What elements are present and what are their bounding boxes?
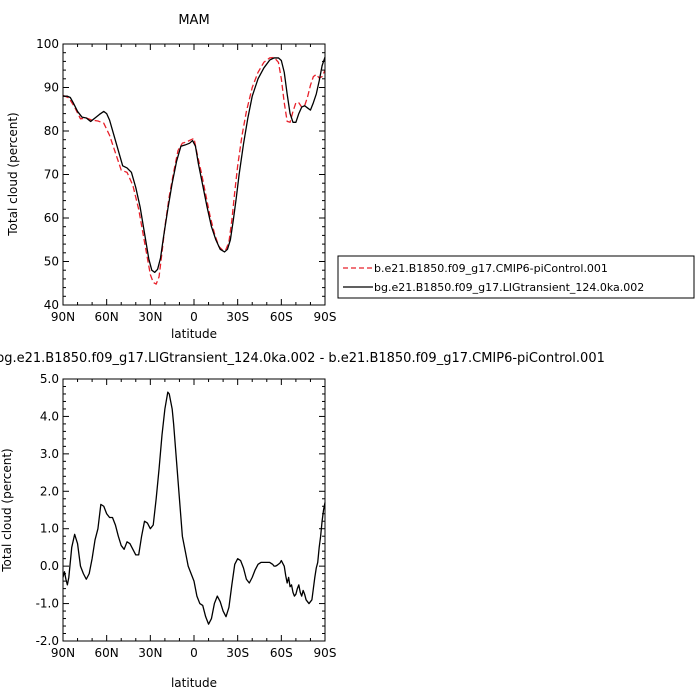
y-tick-label: 5.0 (40, 372, 59, 386)
x-tick-label: 90S (314, 310, 337, 324)
x-tick-label: 60S (270, 310, 293, 324)
x-tick-label: 0 (190, 310, 198, 324)
chart-title: MAM (178, 13, 209, 28)
x-axis-label: latitude (171, 327, 217, 341)
y-axis-label: Total cloud (percent) (6, 112, 20, 236)
y-tick-labels: -2.0 -1.0 0.0 1.0 2.0 3.0 4.0 5.0 (36, 372, 59, 648)
x-tick-labels: 90N 60N 30N 0 30S 60S 90S (51, 646, 337, 660)
y-tick-label: 3.0 (40, 447, 59, 461)
legend-box (337, 255, 695, 299)
x-tick-label: 30S (226, 646, 249, 660)
y-tick-label: 40 (44, 298, 59, 312)
plot-frame (62, 378, 326, 642)
tick-marks (62, 378, 326, 642)
y-tick-label: 2.0 (40, 484, 59, 498)
y-tick-label: 100 (36, 37, 59, 51)
x-tick-label: 60N (95, 646, 119, 660)
y-tick-label: 60 (44, 211, 59, 225)
y-tick-labels: 40 50 60 70 80 90 100 (36, 37, 59, 312)
legend-label-lig: bg.e21.B1850.f09_g17.LIGtransient_124.0k… (374, 281, 644, 294)
series-line-0 (62, 391, 326, 625)
x-tick-label: 30S (226, 310, 249, 324)
x-tick-label: 60S (270, 646, 293, 660)
x-tick-label: 30N (138, 310, 162, 324)
y-tick-label: 80 (44, 124, 59, 138)
y-axis-label: Total cloud (percent) (0, 448, 14, 572)
chart-title: bg.e21.B1850.f09_g17.LIGtransient_124.0k… (0, 351, 605, 366)
y-tick-label: 90 (44, 81, 59, 95)
series-line-0 (62, 56, 326, 285)
y-tick-label: 1.0 (40, 522, 59, 536)
series-layer (62, 391, 326, 625)
series-layer (62, 56, 326, 285)
y-tick-label: -1.0 (36, 597, 59, 611)
tick-marks (62, 43, 326, 306)
y-tick-label: 50 (44, 255, 59, 269)
x-tick-label: 90N (51, 310, 75, 324)
x-tick-labels: 90N 60N 30N 0 30S 60S 90S (51, 310, 337, 324)
chart-mam: MAM 90N 60N 30N 0 30S 60S 90S 405060708090100 … (6, 13, 336, 341)
x-tick-label: 60N (95, 310, 119, 324)
y-tick-label: 70 (44, 168, 59, 182)
x-tick-label: 0 (190, 646, 198, 660)
x-tick-label: 30N (138, 646, 162, 660)
y-tick-label: 4.0 (40, 409, 59, 423)
x-tick-label: 90N (51, 646, 75, 660)
legend: b.e21.B1850.f09_g17.CMIP6-piControl.001 … (337, 255, 695, 299)
legend-label-control: b.e21.B1850.f09_g17.CMIP6-piControl.001 (374, 262, 608, 275)
x-tick-label: 90S (314, 646, 337, 660)
chart-difference: bg.e21.B1850.f09_g17.LIGtransient_124.0k… (0, 351, 605, 690)
y-tick-label: 0.0 (40, 559, 59, 573)
series-line-1 (63, 56, 326, 274)
x-axis-label: latitude (171, 676, 217, 690)
y-tick-label: -2.0 (36, 634, 59, 648)
